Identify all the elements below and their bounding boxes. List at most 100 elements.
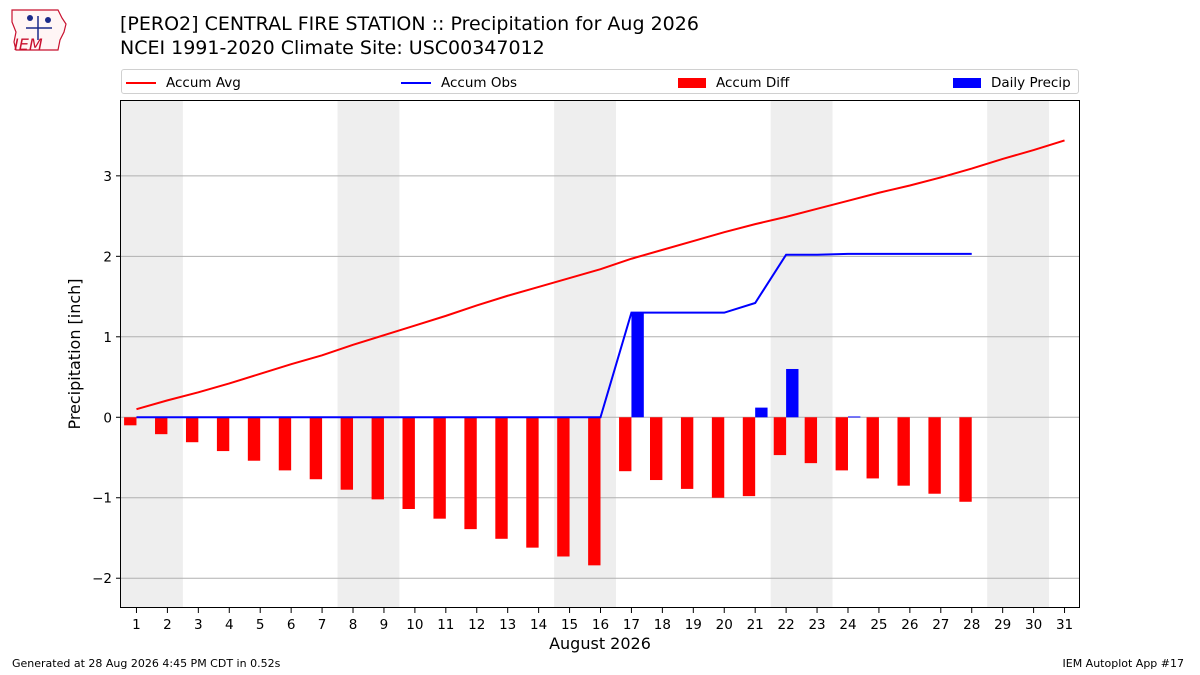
y-tick-label: −2: [92, 571, 112, 587]
accum-diff-bar: [247, 417, 261, 461]
daily-precip-bar: [786, 368, 799, 418]
weekend-band: [554, 101, 616, 608]
accum-diff-bar: [495, 417, 508, 539]
x-tick-label: 21: [747, 617, 764, 633]
legend-label-daily-precip: Daily Precip: [991, 74, 1071, 91]
accum-diff-bar: [835, 417, 848, 471]
footer-generated: Generated at 28 Aug 2026 4:45 PM CDT in …: [12, 657, 281, 670]
daily-precip-bar: [631, 312, 644, 418]
y-tick-label: 2: [103, 249, 112, 265]
footer-app: IEM Autoplot App #17: [1062, 657, 1185, 670]
weekend-band: [770, 101, 833, 608]
legend: Accum Avg Accum Obs Accum Diff Daily Pre…: [121, 69, 1079, 94]
accum-diff-bar: [959, 417, 972, 502]
x-tick-label: 15: [561, 617, 578, 633]
weekend-band: [121, 101, 183, 608]
x-tick-label: 12: [468, 617, 485, 633]
x-tick-label: 10: [406, 617, 423, 633]
x-tick-label: 18: [654, 617, 671, 633]
x-tick-label: 30: [1025, 617, 1042, 633]
x-tick-label: 27: [932, 617, 949, 633]
accum-diff-bar: [866, 417, 879, 479]
legend-item-accum-obs: Accum Obs: [401, 70, 517, 95]
chart-title: [PERO2] CENTRAL FIRE STATION :: Precipit…: [120, 12, 699, 60]
x-tick-label: 13: [499, 617, 516, 633]
accum-diff-bar: [711, 417, 725, 498]
y-axis-label: Precipitation [inch]: [65, 278, 84, 429]
accum-diff-bar: [402, 417, 415, 510]
accum-diff-bar: [433, 417, 446, 519]
legend-item-accum-avg: Accum Avg: [126, 70, 241, 95]
x-tick-label: 31: [1056, 617, 1073, 633]
accum-diff-bar: [557, 417, 570, 557]
x-tick-label: 26: [901, 617, 918, 633]
accum-diff-bar: [588, 417, 601, 566]
y-tick-label: 3: [103, 169, 112, 185]
x-tick-label: 1: [132, 617, 141, 633]
lines: [136, 139, 1065, 419]
y-tick-label: 1: [103, 330, 112, 346]
accum-diff-bar: [216, 417, 230, 452]
x-tick-label: 20: [716, 617, 733, 633]
accum-obs-line: [136, 252, 972, 419]
accum-diff-bar: [619, 417, 632, 472]
x-tick-label: 22: [778, 617, 795, 633]
accum-diff-bar: [155, 417, 168, 435]
x-tick-label: 24: [839, 617, 856, 633]
accum-diff-bar: [185, 417, 199, 443]
title-line2: NCEI 1991-2020 Climate Site: USC00347012: [120, 37, 545, 59]
legend-swatch-daily-precip: [953, 77, 981, 88]
legend-swatch-accum-obs: [401, 81, 431, 84]
x-tick-label: 2: [163, 617, 172, 633]
x-tick-label: 23: [808, 617, 825, 633]
legend-label-accum-obs: Accum Obs: [441, 74, 518, 91]
accum-diff-bar: [773, 417, 787, 456]
legend-label-accum-avg: Accum Avg: [166, 74, 241, 91]
legend-swatch-accum-avg: [126, 81, 156, 84]
grid-lines: [121, 175, 1080, 579]
legend-item-accum-diff: Accum Diff: [678, 70, 789, 95]
accum-diff-bar: [124, 417, 137, 426]
x-axis-ticks: 1 2 3 4 5 6 7 8 9 10 11 12 13 14 15 16 17 18 19 20 21 22 23 24 2…: [132, 608, 1073, 633]
accum-diff-bar: [526, 417, 539, 548]
y-axis-ticks: −2 −1 0 1 2 3: [92, 169, 121, 587]
x-tick-label: 4: [225, 617, 234, 633]
accum-diff-bar: [309, 417, 323, 480]
x-tick-label: 8: [349, 617, 358, 633]
legend-label-accum-diff: Accum Diff: [716, 74, 790, 91]
accum-diff-bar: [340, 417, 354, 490]
x-tick-label: 3: [194, 617, 203, 633]
accum-diff-bar: [680, 417, 694, 489]
x-tick-label: 25: [870, 617, 887, 633]
accum-diff-bar: [649, 417, 663, 481]
logo-text: IEM: [14, 35, 43, 54]
x-tick-label: 14: [530, 617, 547, 633]
accum-diff-bar: [804, 417, 818, 464]
daily-precip-bar: [755, 407, 768, 418]
accum-diff-bar: [278, 417, 292, 471]
y-tick-label: −1: [92, 491, 112, 507]
title-line1: [PERO2] CENTRAL FIRE STATION :: Precipit…: [120, 13, 699, 35]
x-axis-label: August 2026: [549, 634, 651, 653]
x-tick-label: 16: [592, 617, 609, 633]
x-tick-label: 28: [963, 617, 980, 633]
daily-precip-bar: [847, 416, 861, 418]
weekend-band: [337, 101, 400, 608]
x-tick-label: 9: [380, 617, 389, 633]
x-tick-label: 5: [256, 617, 265, 633]
weekend-band: [987, 101, 1050, 608]
accum-diff-bar: [742, 417, 756, 497]
x-tick-label: 7: [318, 617, 327, 633]
x-tick-label: 17: [623, 617, 640, 633]
weekend-bands: [121, 101, 1050, 608]
legend-swatch-accum-diff: [678, 77, 706, 88]
iem-logo: IEM: [8, 6, 72, 58]
y-tick-label: 0: [103, 410, 112, 426]
x-tick-label: 29: [994, 617, 1011, 633]
plot-frame: [120, 100, 1080, 608]
legend-item-daily-precip: Daily Precip: [953, 70, 1071, 95]
accum-avg-line: [136, 139, 1065, 411]
x-tick-label: 11: [437, 617, 454, 633]
accum-diff-bar: [464, 417, 477, 530]
